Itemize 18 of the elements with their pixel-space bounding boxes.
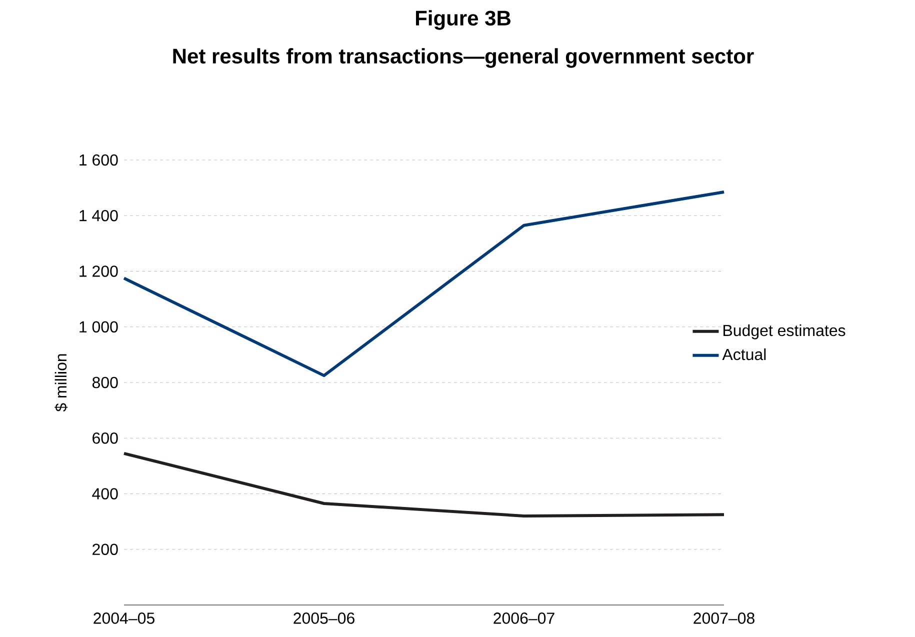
x-tick-label: 2006–07 xyxy=(494,612,554,624)
y-tick-label: 1 400 xyxy=(80,210,118,222)
chart-title: Figure 3B xyxy=(416,10,510,30)
y-tick-label: 1 200 xyxy=(80,266,118,277)
y-tick-label: 1 000 xyxy=(80,321,118,333)
legend-label: Budget estimates xyxy=(724,324,846,340)
x-tick-label: 2004–05 xyxy=(94,612,154,624)
y-axis-title: $ million xyxy=(54,354,68,412)
x-tick-label: 2005–06 xyxy=(294,612,354,624)
line-series xyxy=(122,452,726,518)
y-tick-label: 1 600 xyxy=(80,154,118,166)
x-tick-label: 2007–08 xyxy=(694,612,754,624)
y-tick-label: 400 xyxy=(92,488,118,500)
chart-subtitle: Net results from transactions—general government sector xyxy=(173,48,754,68)
y-tick-label: 600 xyxy=(92,432,118,444)
legend-label: Actual xyxy=(722,348,766,360)
y-tick-label: 200 xyxy=(92,544,118,556)
y-tick-label: 800 xyxy=(92,376,118,388)
